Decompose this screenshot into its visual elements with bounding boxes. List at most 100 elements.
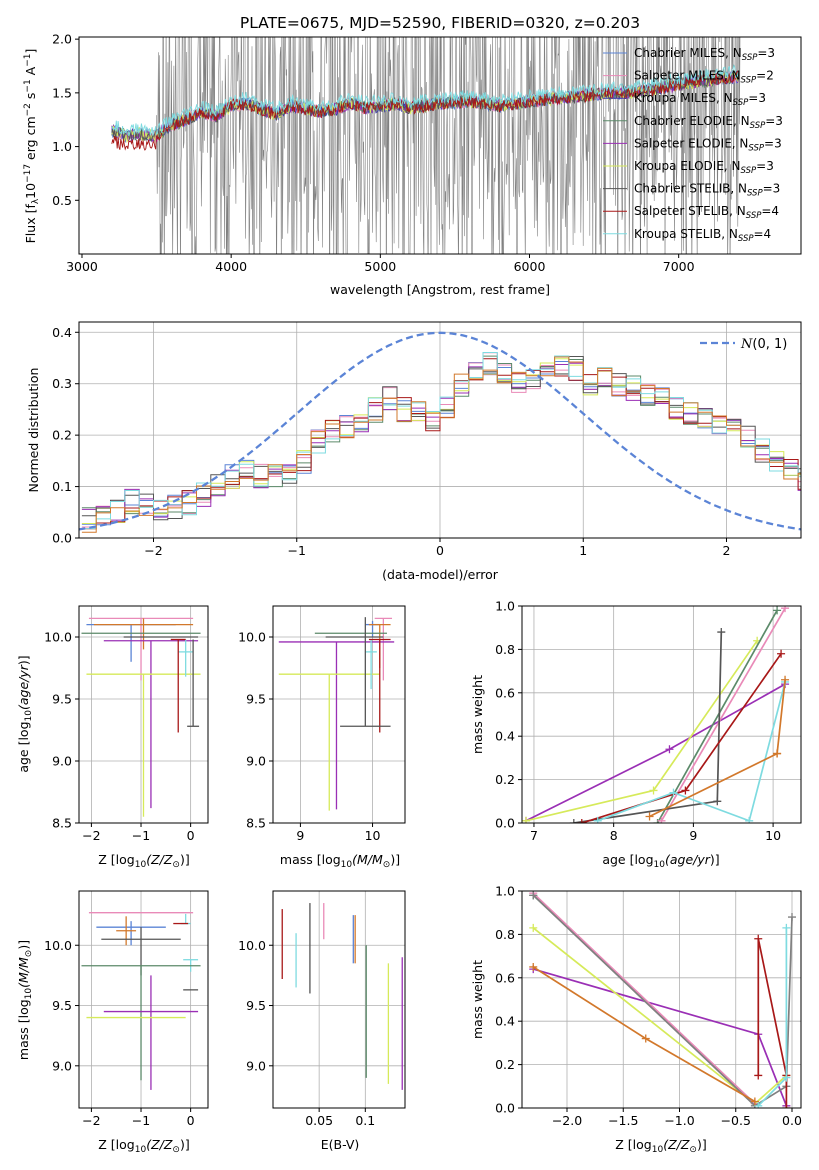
mass-weight-vs-Z-series-7-marker-2 [750,1097,759,1106]
spectrum-legend-label-7: Salpeter STELIB, NSSP=4 [634,204,779,221]
mass-weight-vs-Z-xtick-label-2: −1.0 [664,1113,694,1128]
mass-vs-Z-xtick-label-0: −2 [82,1113,100,1128]
mass-weight-vs-age-frame [521,605,802,824]
age-vs-Z-ytick-label-0: 8.5 [52,816,72,831]
mass-weight-vs-age-series-5-marker-1 [681,786,690,795]
mass-weight-vs-Z-series-7 [532,966,756,1103]
mass-vs-Z-plot-area [81,912,201,1090]
mass-weight-vs-Z-xlabel: Z [log10(Z/Z⊙)] [615,1137,706,1155]
mass-weight-vs-Z-xtick-label-1: −1.5 [608,1113,638,1128]
spectrum-ylabel: Flux [fλ10−17 erg cm−2 s−1 A−1] [23,49,41,244]
mass-weight-vs-Z-frame [521,890,802,1109]
mass-weight-vs-age-series-5-marker-0 [577,819,586,823]
residual-histogram-ytick-label-3: 0.3 [52,376,72,391]
age-vs-mass-frame [272,605,406,824]
mass-weight-vs-Z-series-5-marker-3 [782,1104,791,1108]
spectrum-model-7 [111,70,739,151]
spectrum-xtick-label-3: 6000 [514,259,546,274]
mass-weight-vs-age-series-6 [597,681,786,822]
mass-vs-ebv-frame [272,890,406,1109]
mass-weight-vs-age-series-4-marker-0 [569,819,578,823]
mass-weight-vs-age-series-1-marker-1 [649,786,658,795]
mass-weight-vs-Z-ytick-label-3: 0.6 [495,970,515,985]
residual-histogram-xtick-label-0: −2 [144,543,162,558]
mass-weight-vs-age-series-2 [656,609,778,823]
spectrum-legend-label-3: Chabrier ELODIE, NSSP=3 [634,114,783,131]
mass-weight-vs-age-series-8-marker-0 [773,749,782,758]
mass-weight-vs-age-series-6-marker-2 [745,816,754,823]
mass-weight-vs-age-series-6-marker-1 [669,788,678,797]
mass-weight-vs-Z-series-0 [533,968,788,1107]
mass-weight-vs-age-xtick-label-1: 8 [610,828,618,843]
mass-weight-vs-age-series-8 [776,679,786,754]
mass-weight-vs-age-series-4 [573,631,723,823]
spectrum-ytick-label-3: 2.0 [52,32,72,47]
age-vs-Z-plot-area [81,617,201,817]
spectrum-xtick-label-4: 7000 [663,259,695,274]
age-vs-mass-ytick-label-0: 8.5 [246,816,266,831]
age-vs-Z-frame [78,605,209,824]
age-vs-mass-xtick-label-1: 10 [365,828,381,843]
spectrum-legend-label-0: Chabrier MILES, NSSP=3 [634,46,775,63]
mass-weight-vs-Z-ytick-label-2: 0.4 [495,1014,515,1029]
age-vs-mass-ytick-label-3: 10.0 [238,630,266,645]
mass-weight-vs-age-series-4-marker-2 [717,628,726,637]
spectrum-xlabel: wavelength [Angstrom, rest frame] [330,282,550,297]
spectrum-ytick-label-0: 0.5 [52,193,72,208]
mass-weight-vs-Z-xtick-label-3: −0.5 [721,1113,751,1128]
age-vs-mass-plot-area [278,617,395,811]
mass-vs-Z-ytick-label-0: 9.0 [52,1058,72,1073]
age-vs-mass-ytick-label-2: 9.5 [246,692,266,707]
mass-weight-vs-Z-series-4-marker-0 [529,891,538,900]
residual-histogram-ytick-label-0: 0.0 [52,531,72,546]
mass-weight-vs-age-series-7 [649,752,778,818]
mass-weight-vs-age-series-3 [660,607,786,822]
mass-weight-vs-age-xtick-label-0: 7 [530,828,538,843]
mass-weight-vs-age-series-1 [525,640,758,822]
mass-weight-vs-Z-ytick-label-5: 1.0 [495,884,515,899]
spectrum-legend-label-5: Kroupa ELODIE, NSSP=3 [634,159,774,176]
mass-weight-vs-age-ytick-label-3: 0.6 [495,685,515,700]
mass-weight-vs-age-series-5 [581,653,782,823]
mass-weight-vs-age-series-3-marker-0 [657,816,666,823]
mass-weight-vs-Z-series-5-marker-1 [754,934,763,943]
age-vs-mass-ytick-label-1: 9.0 [246,754,266,769]
mass-weight-vs-Z-series-5 [757,938,788,1108]
mass-weight-vs-Z-plot-area [529,891,796,1108]
spectrum-frame [78,36,802,255]
mass-vs-ebv-ytick-label-1: 9.5 [246,998,266,1013]
mass-weight-vs-age-series-2-marker-1 [773,606,782,615]
residual-histogram-xlabel: (data-model)/error [382,567,499,582]
mass-weight-vs-age-series-3-marker-1 [781,606,790,613]
mass-vs-ebv-plot-area [281,903,403,1090]
age-vs-Z-xtick-label-1: −1 [132,828,150,843]
mass-vs-ebv-ytick-label-0: 9.0 [246,1058,266,1073]
residual-histogram-xtick-label-1: −1 [288,543,306,558]
mass-weight-vs-age-xtick-label-2: 9 [689,828,697,843]
mass-vs-Z-ytick-label-1: 9.5 [52,998,72,1013]
age-vs-Z-ytick-label-3: 10.0 [44,630,72,645]
spectrum-legend-label-8: Kroupa STELIB, NSSP=4 [634,227,771,244]
spectrum-plot-area [111,37,741,254]
age-vs-Z-ytick-label-2: 9.5 [52,692,72,707]
mass-vs-Z-xtick-label-1: −1 [132,1113,150,1128]
mass-vs-Z-ylabel: mass [log10(M/M⊙)] [16,940,34,1060]
mass-weight-vs-Z-xtick-label-4: 0.0 [782,1113,802,1128]
mass-weight-vs-age-series-0-marker-1 [665,745,674,754]
age-vs-mass-xtick-label-0: 9 [296,828,304,843]
residual-histogram-ytick-label-2: 0.2 [52,428,72,443]
spectrum-legend-label-4: Salpeter ELODIE, NSSP=3 [634,136,782,153]
residual-histogram-plot-area [79,331,801,533]
mass-weight-vs-age-series-5-marker-2 [777,649,786,658]
mass-vs-ebv-ytick-label-2: 10.0 [238,938,266,953]
mass-weight-vs-Z-series-6-marker-1 [782,1073,791,1082]
mass-weight-vs-age-ytick-label-1: 0.2 [495,772,515,787]
mass-weight-vs-Z-series-7-marker-1 [641,1034,650,1043]
residual-histogram-series-8 [81,356,801,533]
mass-weight-vs-age-ytick-label-2: 0.4 [495,729,515,744]
mass-weight-vs-Z-ytick-label-1: 0.2 [495,1057,515,1072]
age-vs-mass-xlabel: mass [log10(M/M⊙)] [280,852,400,870]
mass-weight-vs-Z-series-1-marker-0 [529,923,538,932]
mass-weight-vs-age-series-1-marker-0 [522,816,530,823]
age-vs-Z-xlabel: Z [log10(Z/Z⊙)] [98,852,189,870]
